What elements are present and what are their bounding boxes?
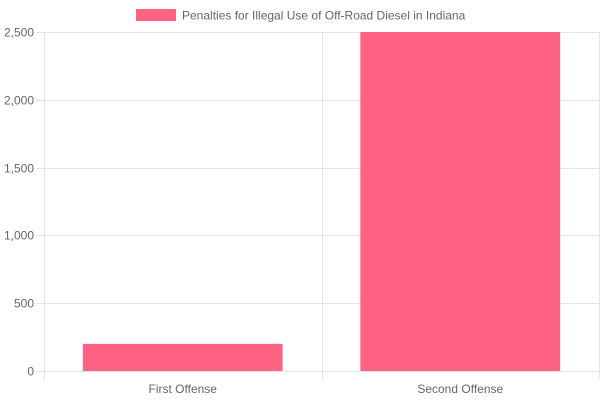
y-tick-label: 1,000 [4, 229, 34, 243]
legend[interactable]: Penalties for Illegal Use of Off-Road Di… [136, 9, 466, 23]
y-tick-label: 500 [14, 297, 34, 311]
y-tick-label: 2,500 [4, 26, 34, 40]
x-tick-label: Second Offense [417, 382, 503, 396]
y-tick-label: 1,500 [4, 162, 34, 176]
bar-second-offense[interactable] [360, 32, 561, 371]
bar-first-offense[interactable] [82, 343, 283, 371]
y-axis: 0 500 1,000 1,500 2,000 2,500 [4, 26, 34, 379]
y-tick-label: 0 [27, 365, 34, 379]
legend-label: Penalties for Illegal Use of Off-Road Di… [182, 9, 466, 23]
x-axis: First Offense Second Offense [149, 382, 504, 396]
legend-swatch [136, 9, 176, 21]
x-tick-label: First Offense [149, 382, 218, 396]
bars [82, 32, 561, 371]
y-tick-label: 2,000 [4, 94, 34, 108]
